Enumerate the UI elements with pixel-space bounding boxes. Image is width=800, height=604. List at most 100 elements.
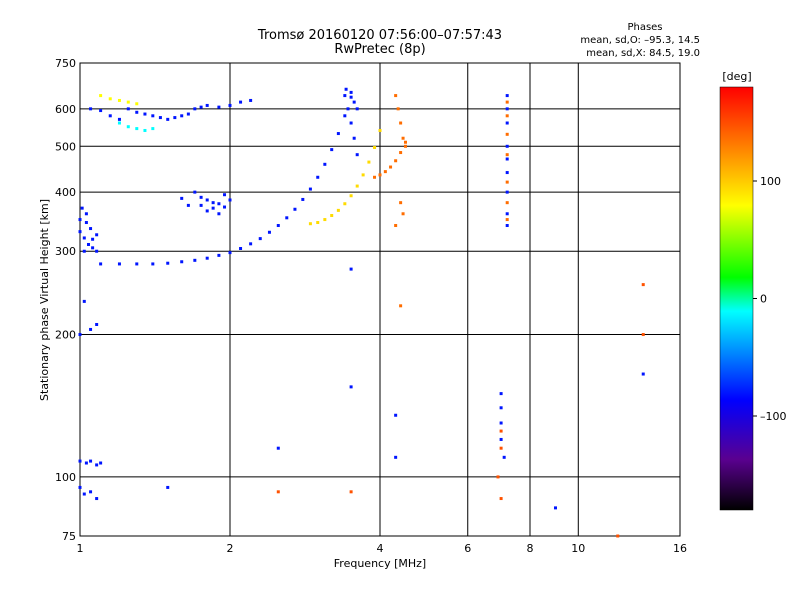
data-point — [355, 153, 359, 157]
data-point — [308, 187, 312, 191]
gridlines — [80, 63, 680, 536]
data-point — [394, 224, 398, 228]
data-point — [89, 490, 93, 494]
colorbar-tick-label: –100 — [760, 410, 787, 423]
data-point — [199, 105, 203, 109]
data-point — [151, 127, 155, 131]
data-point — [86, 242, 90, 246]
data-point — [349, 385, 353, 389]
data-point — [352, 136, 356, 140]
data-point — [78, 218, 82, 222]
data-point — [89, 227, 93, 231]
data-point — [158, 116, 162, 120]
data-point — [401, 212, 405, 216]
data-point — [276, 224, 280, 228]
data-point — [285, 216, 289, 220]
data-point — [95, 233, 99, 237]
data-point — [205, 256, 209, 260]
data-point — [95, 322, 99, 326]
data-point — [78, 459, 82, 463]
data-point — [249, 98, 253, 102]
x-axis-label: Frequency [MHz] — [334, 557, 426, 570]
x-tick-label: 1 — [77, 542, 84, 555]
data-point — [267, 230, 271, 234]
data-point — [394, 455, 398, 459]
data-point — [82, 236, 86, 240]
data-point — [126, 125, 130, 129]
colorbar-tick-label: 100 — [760, 175, 781, 188]
data-point — [78, 485, 82, 489]
data-point — [389, 165, 393, 169]
data-point — [217, 212, 221, 216]
data-point — [84, 461, 88, 465]
data-point — [399, 201, 403, 205]
data-point — [180, 260, 184, 264]
data-point — [258, 237, 262, 241]
data-point — [373, 175, 377, 179]
data-point — [505, 212, 509, 216]
data-point — [217, 253, 221, 257]
data-point — [135, 110, 139, 114]
data-point — [505, 171, 509, 175]
data-point — [223, 193, 227, 197]
data-point — [84, 212, 88, 216]
data-point — [117, 262, 121, 266]
data-point — [228, 198, 232, 202]
data-point — [401, 136, 405, 140]
data-point — [505, 114, 509, 118]
data-point — [308, 222, 312, 226]
y-tick-label: 300 — [55, 245, 76, 258]
data-point — [499, 446, 503, 450]
data-point — [330, 213, 334, 217]
chart-title: Tromsø 20160120 07:56:00–07:57:43 — [257, 28, 502, 43]
stats-line-o: mean, sd,O: –95.3, 14.5 — [580, 35, 700, 46]
data-point — [249, 242, 253, 246]
data-point — [505, 144, 509, 148]
data-point — [205, 198, 209, 202]
data-point — [186, 112, 190, 116]
colorbar-label: [deg] — [722, 70, 751, 83]
data-point — [126, 107, 130, 111]
data-point — [399, 151, 403, 155]
data-point — [78, 230, 82, 234]
data-point — [349, 90, 353, 94]
data-point — [355, 107, 359, 111]
data-point — [355, 184, 359, 188]
data-point — [117, 117, 121, 121]
data-point — [316, 175, 320, 179]
data-point — [99, 94, 103, 98]
data-point — [367, 160, 371, 164]
data-point — [505, 121, 509, 125]
data-point — [78, 333, 82, 337]
chart-subtitle: RwPretec (8p) — [334, 42, 425, 57]
data-point — [343, 94, 347, 98]
data-point — [505, 201, 509, 205]
data-point — [143, 112, 147, 116]
data-point — [336, 132, 340, 136]
stats-heading: Phases — [627, 22, 662, 33]
data-point — [82, 299, 86, 303]
data-point — [99, 262, 103, 266]
data-point — [95, 463, 99, 467]
data-point — [211, 201, 215, 205]
x-tick-label: 16 — [673, 542, 687, 555]
data-point — [496, 475, 500, 479]
data-point — [301, 197, 305, 201]
data-point — [211, 206, 215, 210]
data-point — [186, 203, 190, 207]
data-point — [276, 446, 280, 450]
data-point — [316, 221, 320, 225]
data-point — [89, 107, 93, 111]
data-point — [228, 103, 232, 107]
colorbar — [719, 86, 754, 511]
data-point — [108, 97, 112, 101]
data-point — [349, 490, 353, 494]
data-point — [505, 153, 509, 157]
data-point — [505, 94, 509, 98]
data-point — [499, 421, 503, 425]
data-point — [505, 132, 509, 136]
data-point — [349, 267, 353, 271]
data-point — [553, 506, 557, 510]
data-point — [641, 372, 645, 376]
